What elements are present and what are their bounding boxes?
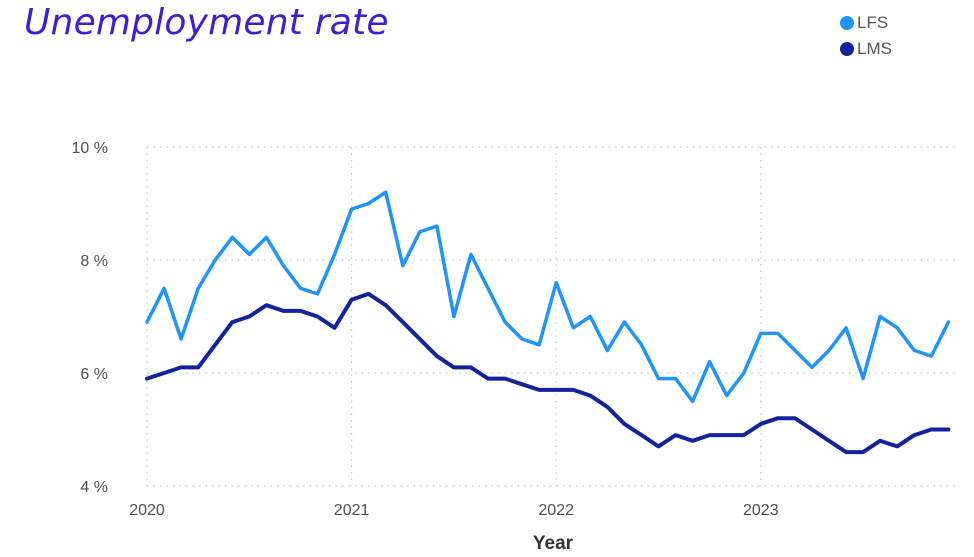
axis-ticks: 4 % 6 % 8 % 10 % 2020 2021 2022 2023	[72, 140, 779, 519]
legend-marker-lfs	[840, 16, 854, 30]
series-line-lfs	[145, 190, 951, 404]
legend-marker-lms	[840, 42, 854, 56]
series-line-lms	[145, 291, 951, 455]
chart-title: Unemployment rate	[24, 2, 389, 43]
series-lines	[145, 190, 951, 455]
x-tick-label: 2023	[743, 502, 779, 519]
x-tick-label: 2020	[129, 502, 165, 519]
legend-label-lms: LMS	[857, 39, 892, 58]
x-axis-label: Year	[533, 533, 574, 554]
y-tick-label: 6 %	[80, 366, 108, 383]
legend: LFS LMS	[840, 10, 892, 62]
legend-item-lfs[interactable]: LFS	[840, 10, 892, 36]
y-tick-label: 4 %	[80, 479, 108, 496]
x-tick-label: 2022	[538, 502, 574, 519]
y-tick-label: 8 %	[80, 253, 108, 270]
y-tick-label: 10 %	[72, 140, 108, 157]
gridlines	[146, 146, 955, 487]
legend-label-lfs: LFS	[857, 13, 889, 32]
legend-item-lms[interactable]: LMS	[840, 36, 892, 62]
x-tick-label: 2021	[334, 502, 370, 519]
